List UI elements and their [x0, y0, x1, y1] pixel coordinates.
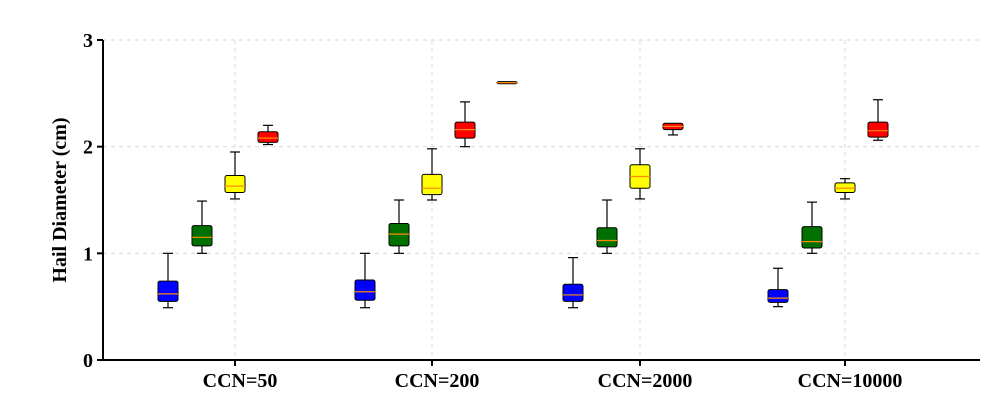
box-iqr	[191, 225, 213, 247]
y-tick-label-1: 1	[83, 243, 93, 265]
box-1-1	[388, 199, 410, 254]
box-iqr	[801, 226, 823, 249]
box-2-3	[662, 122, 684, 136]
y-tick-label-3: 3	[83, 30, 93, 52]
box-2-2	[629, 148, 651, 200]
box-0-3	[257, 124, 279, 146]
box-iqr	[354, 279, 376, 301]
y-axis-ticks: 0 1 2 3	[83, 30, 103, 372]
box-3-0	[767, 267, 789, 308]
grid	[103, 39, 980, 360]
x-category-label-0: CCN=50	[203, 370, 278, 392]
y-axis-title: Hail Diameter (cm)	[49, 117, 71, 282]
x-category-label-3: CCN=10000	[798, 370, 903, 392]
box-iqr	[157, 280, 179, 302]
box-1-2	[421, 148, 443, 201]
box-iqr	[867, 121, 889, 138]
box-2-0	[562, 257, 584, 309]
box-group-3	[767, 99, 889, 308]
x-category-label-2: CCN=2000	[598, 370, 693, 392]
box-0-1	[191, 200, 213, 254]
box-iqr	[562, 283, 584, 302]
x-category-label-1: CCN=200	[395, 370, 480, 392]
box-iqr	[767, 289, 789, 303]
box-1-3	[454, 101, 476, 148]
plot-area	[157, 81, 889, 309]
y-tick-label-2: 2	[83, 137, 93, 159]
y-tick-label-0: 0	[83, 350, 93, 372]
box-1-4	[496, 81, 518, 85]
box-iqr	[596, 227, 618, 248]
box-iqr	[257, 131, 279, 143]
x-axis-categories: CCN=50 CCN=200 CCN=2000 CCN=10000	[203, 360, 903, 392]
box-1-0	[354, 252, 376, 309]
box-2-1	[596, 199, 618, 254]
box-3-1	[801, 201, 823, 254]
box-group-2	[562, 122, 684, 309]
box-0-0	[157, 252, 179, 309]
box-iqr	[224, 174, 246, 194]
box-0-2	[224, 151, 246, 200]
box-3-2	[834, 178, 856, 200]
box-group-0	[157, 124, 279, 309]
box-group-1	[354, 81, 518, 309]
box-3-3	[867, 99, 889, 141]
box-iqr	[421, 173, 443, 196]
